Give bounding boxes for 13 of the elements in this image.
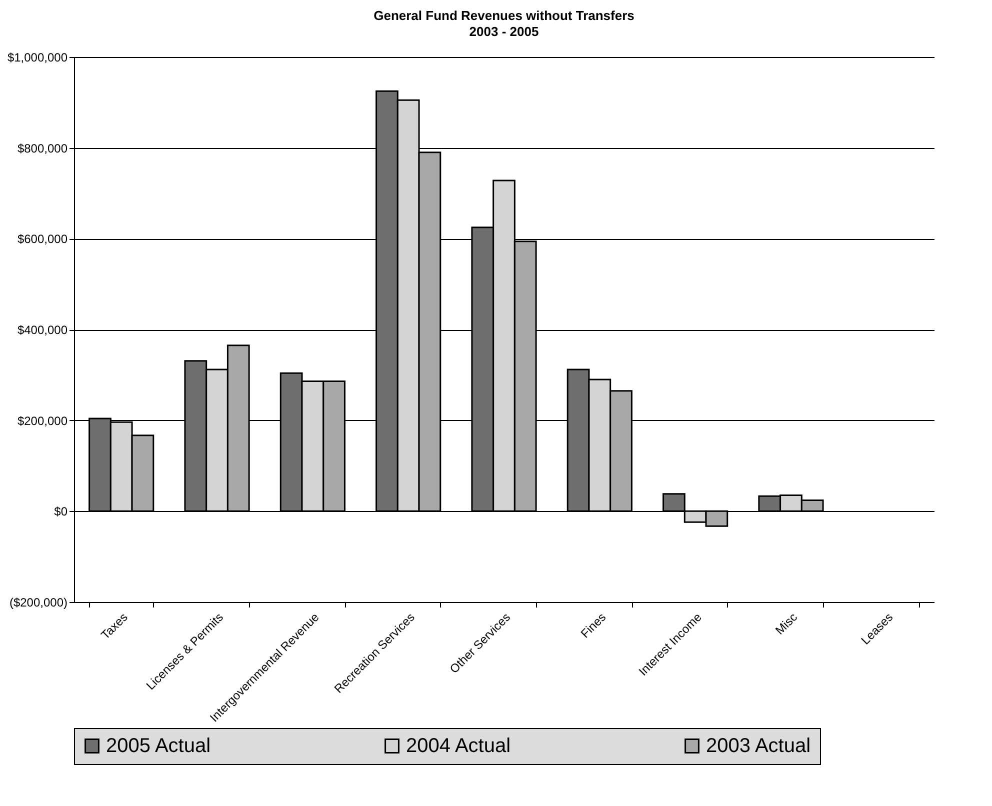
chart-subtitle: 2003 - 2005	[469, 24, 539, 39]
y-tick-label: $1,000,000	[7, 50, 68, 64]
legend-label: 2003 Actual	[706, 735, 811, 757]
y-tick-label: $400,000	[17, 323, 68, 337]
y-tick-label: $600,000	[17, 232, 68, 246]
y-tick-label: $200,000	[17, 414, 68, 428]
y-tick-label: ($200,000)	[9, 596, 68, 610]
y-tick-label: $800,000	[17, 141, 68, 156]
legend-label: 2005 Actual	[106, 735, 211, 757]
chart-title: General Fund Revenues without Transfers	[374, 8, 634, 23]
x-tick-label: Misc	[772, 610, 800, 638]
legend-label: 2004 Actual	[406, 735, 511, 757]
y-tick-label: $0	[54, 504, 68, 519]
